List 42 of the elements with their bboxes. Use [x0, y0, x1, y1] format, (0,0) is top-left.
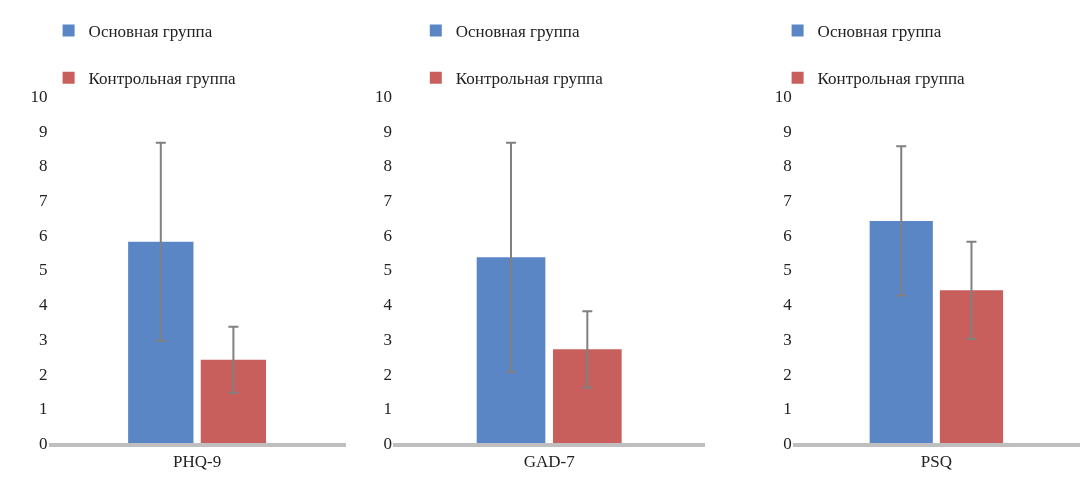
y-tick-label: 4 — [783, 295, 793, 315]
y-tick-label: 9 — [39, 121, 48, 141]
y-tick-label: 6 — [39, 225, 48, 245]
y-tick-label: 1 — [783, 399, 792, 419]
y-tick-label: 0 — [783, 433, 792, 453]
y-tick-label: 1 — [383, 399, 393, 419]
y-tick-label: 9 — [383, 121, 393, 141]
y-tick-label: 9 — [783, 121, 792, 141]
y-tick-label: 2 — [383, 364, 393, 384]
y-tick-label: 2 — [783, 364, 792, 384]
legend-label: Контрольная группа — [817, 69, 965, 89]
x-tick-label: GAD-7 — [523, 452, 576, 472]
y-tick-label: 4 — [39, 295, 49, 315]
y-tick-label: 8 — [39, 156, 48, 176]
y-tick-label: 8 — [783, 156, 792, 176]
y-tick-label: 10 — [375, 86, 393, 106]
y-tick-label: 0 — [39, 433, 48, 453]
y-tick-label: 2 — [39, 364, 48, 384]
x-tick-label: PSQ — [920, 452, 952, 472]
legend-label: Контрольная группа — [88, 69, 236, 89]
y-tick-label: 10 — [30, 86, 48, 106]
y-tick-label: 5 — [783, 260, 792, 280]
y-tick-label: 4 — [383, 295, 393, 315]
y-tick-label: 3 — [383, 329, 393, 349]
y-tick-label: 6 — [783, 225, 792, 245]
y-tick-label: 1 — [39, 399, 48, 419]
legend-label: Контрольная группа — [455, 69, 604, 89]
y-tick-label: 8 — [383, 156, 393, 176]
legend-label: Основная группа — [88, 22, 213, 42]
y-tick-label: 10 — [774, 86, 792, 106]
y-tick-label: 7 — [783, 191, 793, 211]
y-tick-label: 7 — [39, 191, 49, 211]
x-tick-label: PHQ-9 — [173, 452, 222, 472]
y-tick-label: 0 — [383, 433, 393, 453]
legend-label: Основная группа — [455, 22, 580, 42]
y-tick-label: 5 — [39, 260, 48, 280]
legend-label: Основная группа — [817, 22, 942, 42]
y-tick-label: 7 — [383, 191, 393, 211]
y-tick-label: 3 — [39, 329, 48, 349]
y-tick-label: 6 — [383, 225, 393, 245]
y-tick-label: 5 — [383, 260, 393, 280]
y-tick-label: 3 — [783, 329, 792, 349]
